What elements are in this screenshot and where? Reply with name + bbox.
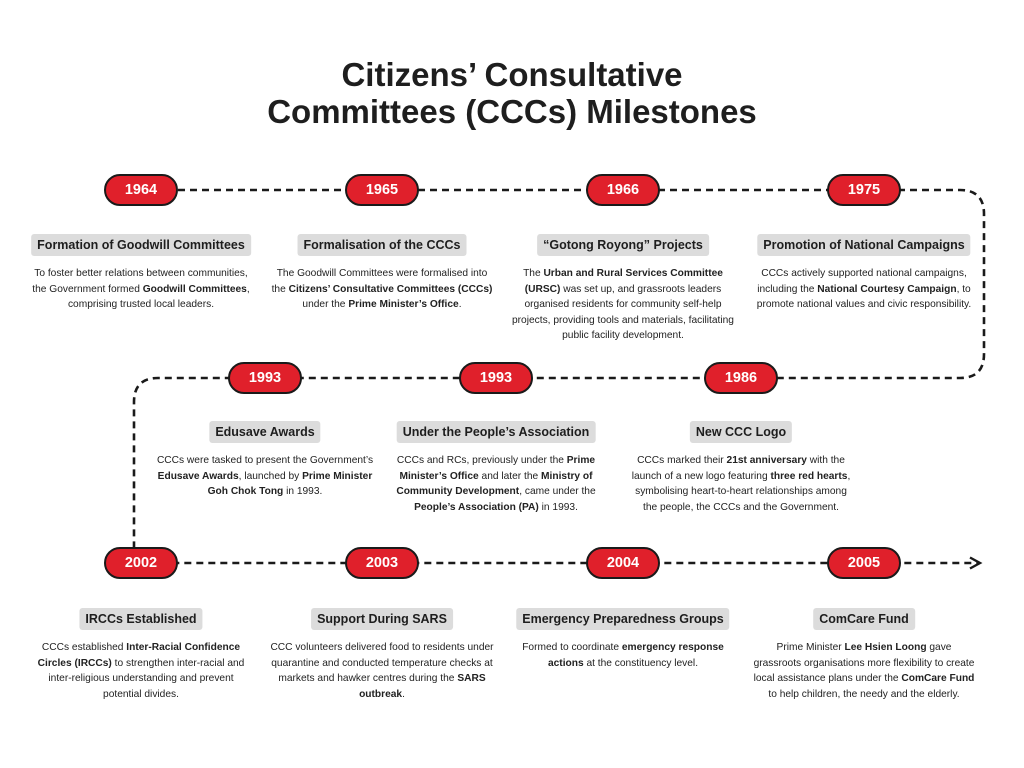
description-emphasis: Edusave Awards — [157, 470, 239, 482]
description-text: with the launch of a new logo featuring — [631, 455, 845, 482]
milestone-description: CCCs marked their 21st anniversary with … — [629, 453, 853, 515]
milestone-description: The Urban and Rural Services Committee (… — [511, 266, 735, 344]
description-emphasis: 21st anniversary — [726, 455, 807, 466]
milestone-heading: IRCCs Established — [79, 608, 203, 630]
description-emphasis: Urban and Rural Services Committee (URSC… — [524, 268, 723, 295]
milestone-heading: “Gotong Royong” Projects — [537, 234, 709, 256]
milestone-description: CCCs actively supported national campaig… — [752, 266, 976, 313]
description-text: Formed to coordinate — [522, 642, 622, 653]
description-emphasis: Ministry of Community Development — [396, 470, 593, 498]
description-text: under the — [302, 299, 349, 311]
milestone-description: Prime Minister Lee Hsien Loong gave gras… — [752, 640, 976, 702]
description-emphasis: Citizens’ Consultative Committees (CCCs) — [288, 283, 493, 295]
description-emphasis: Lee Hsien Loong — [844, 642, 927, 653]
year-badge: 2005 — [827, 547, 901, 579]
milestone-heading: ComCare Fund — [813, 608, 915, 630]
year-badge: 2003 — [345, 547, 419, 579]
description-text: To foster better relations between commu… — [32, 268, 248, 295]
milestone-description: CCC volunteers delivered food to residen… — [270, 640, 494, 702]
description-text: , to promote national values and civic r… — [756, 283, 972, 311]
milestone-heading: Under the People’s Association — [396, 421, 596, 443]
year-badge: 1993 — [228, 362, 302, 394]
description-emphasis: SARS outbreak — [359, 673, 486, 700]
year-badge: 1964 — [104, 174, 178, 206]
description-text: to help children, the needy and the elde… — [768, 688, 960, 700]
description-emphasis: National Courtesy Campaign — [817, 283, 957, 295]
milestone-heading: Emergency Preparedness Groups — [516, 608, 730, 630]
description-text: CCCs marked their — [637, 455, 727, 466]
description-text: to strengthen inter-racial and inter-rel… — [48, 657, 245, 700]
milestone-description: CCCs were tasked to present the Governme… — [153, 453, 377, 500]
milestone-description: Formed to coordinate emergency response … — [511, 640, 735, 671]
milestone-description: CCCs and RCs, previously under the Prime… — [384, 453, 608, 515]
year-badge: 2004 — [586, 547, 660, 579]
milestone-heading: Edusave Awards — [209, 421, 321, 443]
year-badge: 1993 — [459, 362, 533, 394]
description-text: at the constituency level. — [583, 657, 699, 669]
description-text: CCCs actively supported national campaig… — [757, 268, 967, 295]
description-text: The — [523, 268, 544, 279]
description-emphasis: Inter-Racial Confidence Circles (IRCCs) — [37, 642, 241, 669]
year-badge: 1975 — [827, 174, 901, 206]
milestone-description: The Goodwill Committees were formalised … — [270, 266, 494, 313]
description-text: Prime Minister — [776, 642, 845, 653]
description-text: in 1993. — [283, 486, 323, 498]
title-line-1: Citizens’ Consultative — [341, 56, 683, 93]
description-emphasis: three red hearts — [770, 470, 848, 482]
year-badge: 1986 — [704, 362, 778, 394]
description-text: . — [458, 299, 462, 311]
description-text: , symbolising heart-to-heart relationshi… — [635, 470, 851, 513]
description-emphasis: Prime Minister Goh Chok Tong — [207, 470, 373, 498]
description-text: and later the — [478, 470, 542, 482]
description-text: . — [402, 688, 405, 700]
title-line-2: Committees (CCCs) Milestones — [267, 93, 757, 130]
year-badge: 1966 — [586, 174, 660, 206]
description-emphasis: Goodwill Committees — [142, 283, 247, 295]
description-text: gave grassroots organisations more flexi… — [753, 642, 975, 685]
milestone-heading: Promotion of National Campaigns — [757, 234, 971, 256]
description-text: CCCs established — [41, 642, 127, 653]
timeline-arrowhead — [969, 556, 983, 570]
milestone-description: CCCs established Inter-Racial Confidence… — [29, 640, 253, 702]
milestone-heading: Support During SARS — [311, 608, 453, 630]
description-text: , comprising trusted local leaders. — [67, 283, 250, 311]
description-text: CCCs and RCs, previously under the — [396, 455, 567, 466]
description-text: CCCs were tasked to present the Governme… — [156, 455, 374, 466]
description-emphasis: Prime Minister’s Office — [399, 455, 596, 482]
description-text: , came under the — [519, 486, 596, 498]
description-text: was set up, and grassroots leaders organ… — [512, 283, 734, 342]
year-badge: 1965 — [345, 174, 419, 206]
description-emphasis: People’s Association (PA) — [414, 501, 539, 513]
description-emphasis: Prime Minister’s Office — [348, 299, 459, 311]
description-text: in 1993. — [538, 501, 578, 513]
page-title: Citizens’ Consultative Committees (CCCs)… — [0, 56, 1024, 130]
description-text: CCC volunteers delivered food to residen… — [270, 642, 494, 685]
description-text: The Goodwill Committees were formalised … — [271, 268, 488, 295]
description-text: , launched by — [238, 470, 303, 482]
milestone-heading: New CCC Logo — [689, 421, 793, 443]
year-badge: 2002 — [104, 547, 178, 579]
milestone-heading: Formalisation of the CCCs — [297, 234, 467, 256]
description-emphasis: emergency response actions — [547, 642, 724, 669]
milestone-description: To foster better relations between commu… — [29, 266, 253, 313]
milestone-heading: Formation of Goodwill Committees — [31, 234, 251, 256]
description-emphasis: ComCare Fund — [901, 673, 975, 685]
